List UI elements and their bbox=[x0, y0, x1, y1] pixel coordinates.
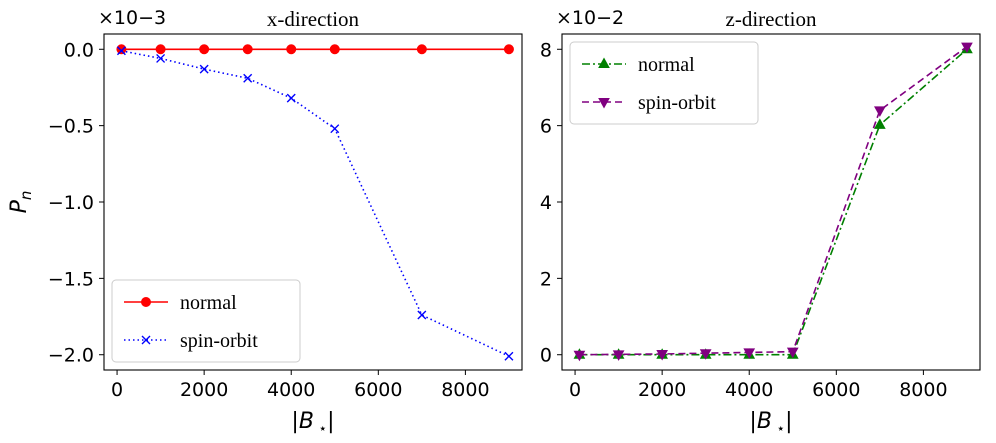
y-tick-label: −1.0 bbox=[48, 192, 94, 214]
y-tick-label: −2.0 bbox=[48, 345, 94, 367]
data-point bbox=[330, 124, 340, 134]
series-line-spin-orbit bbox=[579, 45, 968, 356]
x-tick-label: 8000 bbox=[899, 379, 947, 401]
y-axis-label: Pn bbox=[7, 191, 35, 214]
data-point bbox=[656, 349, 668, 361]
legend-marker bbox=[141, 297, 151, 307]
y-tick-label: 8 bbox=[540, 39, 552, 61]
legend-label: spin-orbit bbox=[180, 330, 258, 352]
data-point bbox=[786, 347, 799, 359]
data-point bbox=[286, 93, 296, 103]
data-point bbox=[573, 350, 586, 362]
y-tick-label: 0.0 bbox=[64, 39, 94, 61]
legend-marker bbox=[598, 57, 610, 68]
data-point bbox=[417, 310, 427, 320]
x-axis-label: |B ⋆| bbox=[749, 409, 792, 437]
data-point bbox=[503, 44, 514, 55]
data-point bbox=[699, 349, 712, 360]
series-spin-orbit bbox=[116, 46, 514, 361]
x-tick-label: 6000 bbox=[812, 379, 860, 401]
offset-text: ×10−2 bbox=[556, 7, 624, 29]
data-point bbox=[156, 53, 166, 63]
data-point bbox=[155, 44, 166, 55]
x-tick-label: 2000 bbox=[180, 379, 228, 401]
x-tick-label: 4000 bbox=[725, 379, 773, 401]
series-line-normal bbox=[579, 48, 968, 356]
panel-2: 0 2000 4000 6000 8000 0 2 4 6 8×10−2 z-direction |B… bbox=[540, 7, 981, 437]
y-tick-label: 4 bbox=[540, 192, 552, 214]
data-point bbox=[743, 348, 756, 359]
legend-box bbox=[569, 41, 759, 125]
y-tick-label: −1.5 bbox=[48, 268, 94, 290]
data-point bbox=[286, 44, 297, 55]
y-tick-label: 2 bbox=[540, 268, 552, 290]
data-point bbox=[874, 106, 886, 117]
data-point bbox=[199, 64, 209, 74]
data-point bbox=[874, 118, 886, 129]
legend-label: spin-orbit bbox=[638, 92, 716, 114]
x-tick-label: 0 bbox=[111, 379, 123, 401]
legend-marker bbox=[141, 335, 151, 345]
data-point bbox=[199, 44, 210, 55]
data-point bbox=[116, 44, 127, 55]
legend-marker bbox=[598, 98, 610, 109]
series-spin-orbit bbox=[573, 42, 973, 362]
data-point bbox=[961, 42, 973, 54]
panel-1: 0 2000 4000 6000 8000 0.0 −0.5 −1.0 −1.5 −2.0 ×10−… bbox=[7, 7, 523, 437]
data-point bbox=[242, 44, 253, 55]
data-point bbox=[329, 44, 340, 55]
x-tick-label: 4000 bbox=[267, 379, 315, 401]
legend-label: normal bbox=[638, 54, 695, 76]
x-tick-label: 0 bbox=[569, 379, 581, 401]
data-point bbox=[116, 46, 126, 56]
data-point bbox=[612, 350, 625, 361]
legend: normal spin-orbit bbox=[111, 279, 301, 363]
x-axis-label: |B ⋆| bbox=[291, 409, 334, 437]
data-point bbox=[243, 73, 253, 83]
legend-box bbox=[111, 279, 301, 363]
x-tick-label: 6000 bbox=[354, 379, 402, 401]
x-tick-label: 8000 bbox=[441, 379, 489, 401]
legend: normal spin-orbit bbox=[569, 41, 759, 125]
data-point bbox=[504, 351, 514, 361]
y-tick-label: −0.5 bbox=[48, 116, 94, 138]
y-tick-label: 6 bbox=[540, 116, 552, 138]
legend-label: normal bbox=[180, 292, 237, 314]
chart-title: x-direction bbox=[267, 7, 360, 31]
series-line-spin-orbit bbox=[121, 50, 510, 357]
offset-text: ×10−3 bbox=[98, 7, 166, 29]
y-tick-label: 0 bbox=[540, 345, 552, 367]
x-tick-label: 2000 bbox=[638, 379, 686, 401]
chart-title: z-direction bbox=[726, 7, 817, 31]
data-point bbox=[416, 44, 427, 55]
series-normal bbox=[116, 44, 514, 55]
